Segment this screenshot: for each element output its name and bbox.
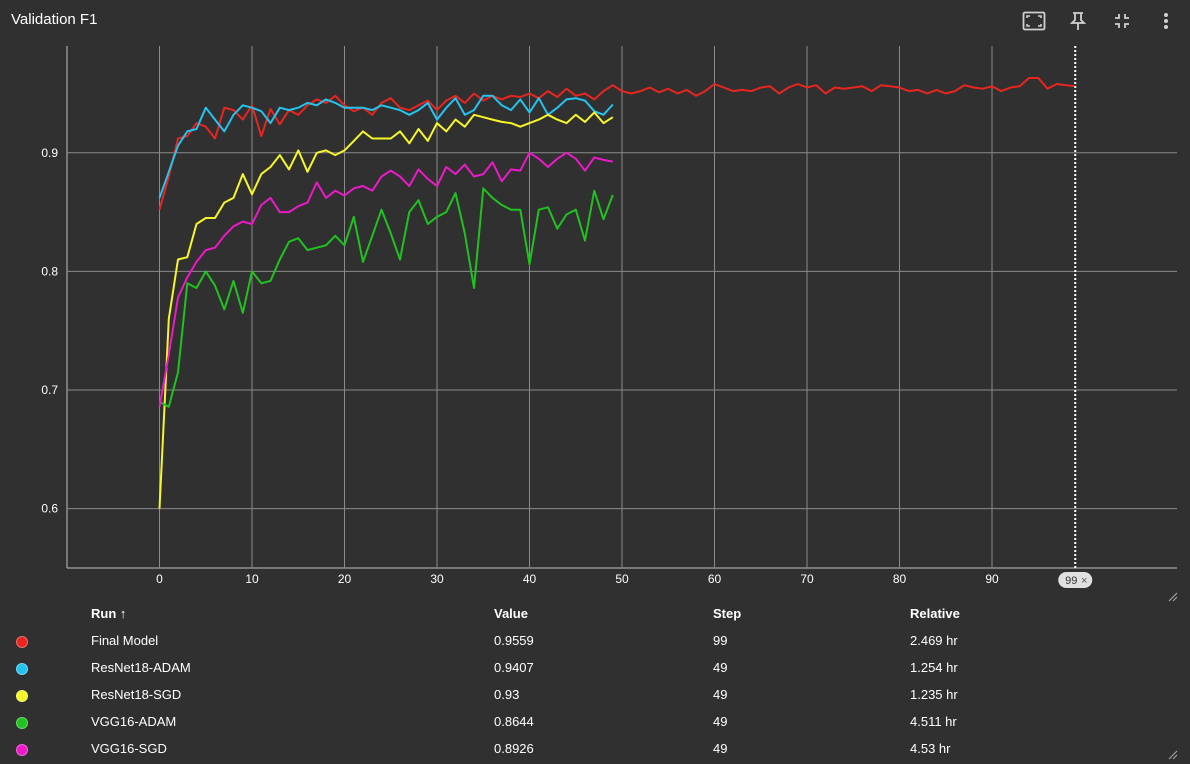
x-tick-label: 30 (430, 572, 444, 586)
step-cursor-badge (1058, 572, 1093, 588)
run-name: ResNet18-ADAM (91, 660, 191, 675)
pin-icon (1069, 12, 1087, 30)
more-vert-icon (1164, 13, 1168, 29)
series-line-resnet18-sgd (158, 111, 614, 509)
run-name: ResNet18-SGD (91, 687, 182, 702)
fit-domain-button[interactable] (1018, 8, 1050, 34)
run-relative: 1.235 hr (910, 687, 958, 702)
run-value: 0.8644 (494, 714, 534, 729)
run-step: 99 (713, 633, 728, 648)
x-tick-label: 20 (338, 572, 352, 586)
run-value: 0.8926 (494, 741, 534, 756)
y-tick-label: 0.7 (41, 383, 58, 397)
value-column-header[interactable]: Value (494, 606, 528, 621)
run-column-header[interactable]: Run ↑ (91, 606, 127, 621)
x-tick-label: 60 (708, 572, 722, 586)
x-tick-label: 80 (893, 572, 907, 586)
run-color-swatch[interactable] (16, 663, 28, 675)
series-line-vgg16-adam (159, 187, 614, 408)
table-row[interactable]: ResNet18-SGD 0.93 49 1.235 hr (0, 681, 1190, 708)
run-value: 0.9407 (494, 660, 534, 675)
x-tick-label: 10 (245, 572, 259, 586)
run-step: 49 (713, 741, 728, 756)
run-name: VGG16-SGD (91, 741, 167, 756)
series-line-final-model (158, 77, 1076, 210)
collapse-icon (1115, 14, 1129, 28)
run-relative: 1.254 hr (910, 660, 958, 675)
run-color-swatch[interactable] (16, 636, 28, 648)
run-relative: 2.469 hr (910, 633, 958, 648)
card-title: Validation F1 (11, 11, 98, 28)
table-row[interactable]: VGG16-ADAM 0.8644 49 4.511 hr (0, 708, 1190, 735)
series-line-resnet18-adam (158, 94, 614, 199)
step-cursor-close-icon: × (1081, 575, 1087, 587)
series-line-vgg16-sgd (158, 151, 613, 407)
run-step: 49 (713, 660, 728, 675)
y-tick-label: 0.9 (41, 146, 58, 160)
chart-resize-handle-icon[interactable] (1168, 592, 1178, 602)
table-resize-handle-icon[interactable] (1168, 750, 1178, 760)
run-value: 0.9559 (494, 633, 534, 648)
y-tick-label: 0.6 (41, 502, 58, 516)
table-row[interactable]: VGG16-SGD 0.8926 49 4.53 hr (0, 735, 1190, 762)
run-name: Final Model (91, 633, 159, 648)
run-relative: 4.511 hr (910, 714, 957, 729)
run-value: 0.93 (494, 687, 520, 702)
table-row[interactable]: Final Model 0.9559 99 2.469 hr (0, 627, 1190, 654)
x-tick-label: 70 (800, 572, 814, 586)
x-tick-label: 0 (156, 572, 163, 586)
run-color-swatch[interactable] (16, 690, 28, 702)
run-relative: 4.53 hr (910, 741, 951, 756)
x-tick-label: 50 (615, 572, 629, 586)
run-table-header: Run ↑ Value Step Relative (0, 600, 1190, 627)
run-step: 49 (713, 714, 728, 729)
fit-domain-icon (1022, 11, 1046, 31)
y-tick-label: 0.8 (41, 264, 58, 278)
table-row[interactable]: ResNet18-ADAM 0.9407 49 1.254 hr (0, 654, 1190, 681)
relative-column-header[interactable]: Relative (910, 606, 960, 621)
run-color-swatch[interactable] (16, 717, 28, 729)
more-menu-button[interactable] (1150, 8, 1182, 34)
run-step: 49 (713, 687, 728, 702)
collapse-button[interactable] (1106, 8, 1138, 34)
run-name: VGG16-ADAM (91, 714, 177, 729)
line-chart[interactable]: 0 10 20 30 40 50 60 70 80 90 0.6 0.7 0.8 0.9 99 × (0, 0, 1190, 600)
x-tick-label: 90 (985, 572, 999, 586)
x-tick-label: 40 (523, 572, 537, 586)
step-cursor-label: 99 (1065, 575, 1077, 587)
run-color-swatch[interactable] (16, 744, 28, 756)
pin-button[interactable] (1062, 8, 1094, 34)
step-column-header[interactable]: Step (713, 606, 742, 621)
card-toolbar (1018, 8, 1182, 34)
